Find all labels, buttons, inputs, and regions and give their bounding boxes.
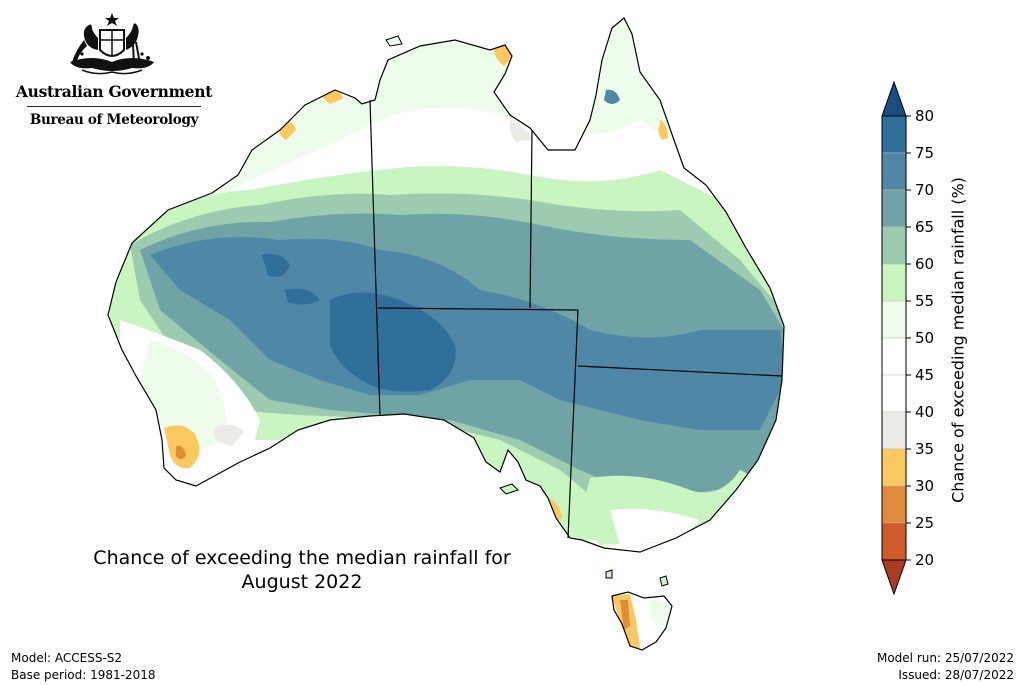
legend-bin-75-80 bbox=[881, 115, 907, 154]
legend-tick-label-35: 35 bbox=[915, 440, 934, 458]
legend-bin-55-60 bbox=[881, 263, 907, 302]
color-legend: 80 75 70 65 60 55 50 45 40 35 30 25 20 bbox=[881, 80, 934, 596]
map-title: Chance of exceeding the median rainfall … bbox=[93, 547, 511, 593]
legend-bin-50-55 bbox=[881, 300, 907, 339]
legend-tick-label-65: 65 bbox=[915, 218, 934, 236]
legend-tick-label-60: 60 bbox=[915, 255, 934, 273]
legend-bin-25-30 bbox=[881, 485, 907, 524]
base-period-label: Base period: 1981-2018 bbox=[11, 668, 156, 682]
government-name: Australian Government bbox=[15, 82, 213, 101]
issued-label: Issued: 28/07/2022 bbox=[898, 668, 1014, 682]
model-run-label: Model run: 25/07/2022 bbox=[876, 651, 1014, 665]
legend-tick-label-70: 70 bbox=[915, 181, 934, 199]
rainfall-outlook-map bbox=[107, 17, 785, 651]
legend-bin-20-25 bbox=[881, 522, 907, 561]
legend-bin-30-35 bbox=[881, 448, 907, 487]
legend-tick-label-20: 20 bbox=[915, 551, 934, 569]
run-info: Model run: 25/07/2022 Issued: 28/07/2022 bbox=[877, 650, 1014, 684]
legend-tick-label-55: 55 bbox=[915, 292, 934, 310]
legend-tick-label-75: 75 bbox=[915, 144, 934, 162]
legend-tick-label-50: 50 bbox=[915, 329, 934, 347]
legend-tick-label-45: 45 bbox=[915, 366, 934, 384]
legend-bin-40-45 bbox=[881, 374, 907, 413]
legend-tick-label-25: 25 bbox=[915, 514, 934, 532]
legend-bin-65-70 bbox=[881, 189, 907, 228]
coat-of-arms-icon bbox=[70, 13, 154, 75]
header-divider bbox=[27, 106, 201, 107]
legend-tick-label-40: 40 bbox=[915, 403, 934, 421]
legend-under-triangle bbox=[881, 559, 907, 596]
model-info: Model: ACCESS-S2 Base period: 1981-2018 bbox=[11, 650, 156, 684]
legend-bin-35-40 bbox=[881, 411, 907, 450]
bureau-name: Bureau of Meteorology bbox=[29, 112, 199, 128]
legend-bin-45-50 bbox=[881, 337, 907, 376]
legend-over-triangle bbox=[881, 80, 907, 117]
legend-tick-label-30: 30 bbox=[915, 477, 934, 495]
legend-tick-label-80: 80 bbox=[915, 107, 934, 125]
legend-bin-70-75 bbox=[881, 152, 907, 191]
legend-bin-60-65 bbox=[881, 226, 907, 265]
model-label: Model: ACCESS-S2 bbox=[11, 651, 123, 665]
